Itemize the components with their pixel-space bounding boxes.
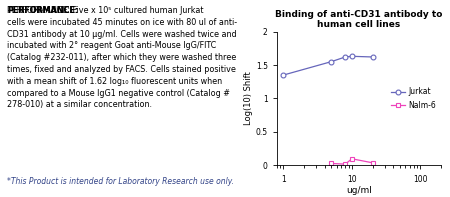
Text: PERFORMANCE: Five x 10⁵ cultured human Jurkat
cells were incubated 45 minutes on: PERFORMANCE: Five x 10⁵ cultured human J… (7, 6, 237, 109)
Nalm-6 (370, 162, 375, 164)
Text: PERFORMANCE:: PERFORMANCE: (7, 6, 78, 15)
Title: Binding of anti-CD31 antibody to
human cell lines: Binding of anti-CD31 antibody to human c… (275, 10, 442, 29)
Nalm-6 (349, 158, 355, 160)
Legend: Jurkat, Nalm-6: Jurkat, Nalm-6 (390, 86, 437, 111)
Jurkat (281, 74, 286, 76)
Jurkat (349, 55, 355, 58)
Y-axis label: Log(10) Shift: Log(10) Shift (244, 72, 253, 125)
Text: *This Product is intended for Laboratory Research use only.: *This Product is intended for Laboratory… (7, 177, 234, 186)
Line: Nalm-6: Nalm-6 (329, 156, 375, 167)
Jurkat (328, 60, 334, 63)
Line: Jurkat: Jurkat (281, 54, 375, 77)
X-axis label: ug/ml: ug/ml (346, 186, 372, 195)
Jurkat (370, 56, 375, 58)
Nalm-6 (328, 162, 334, 165)
Nalm-6 (342, 163, 348, 165)
Text: PERFORMANCE:: PERFORMANCE: (7, 6, 78, 15)
Jurkat (342, 56, 348, 58)
